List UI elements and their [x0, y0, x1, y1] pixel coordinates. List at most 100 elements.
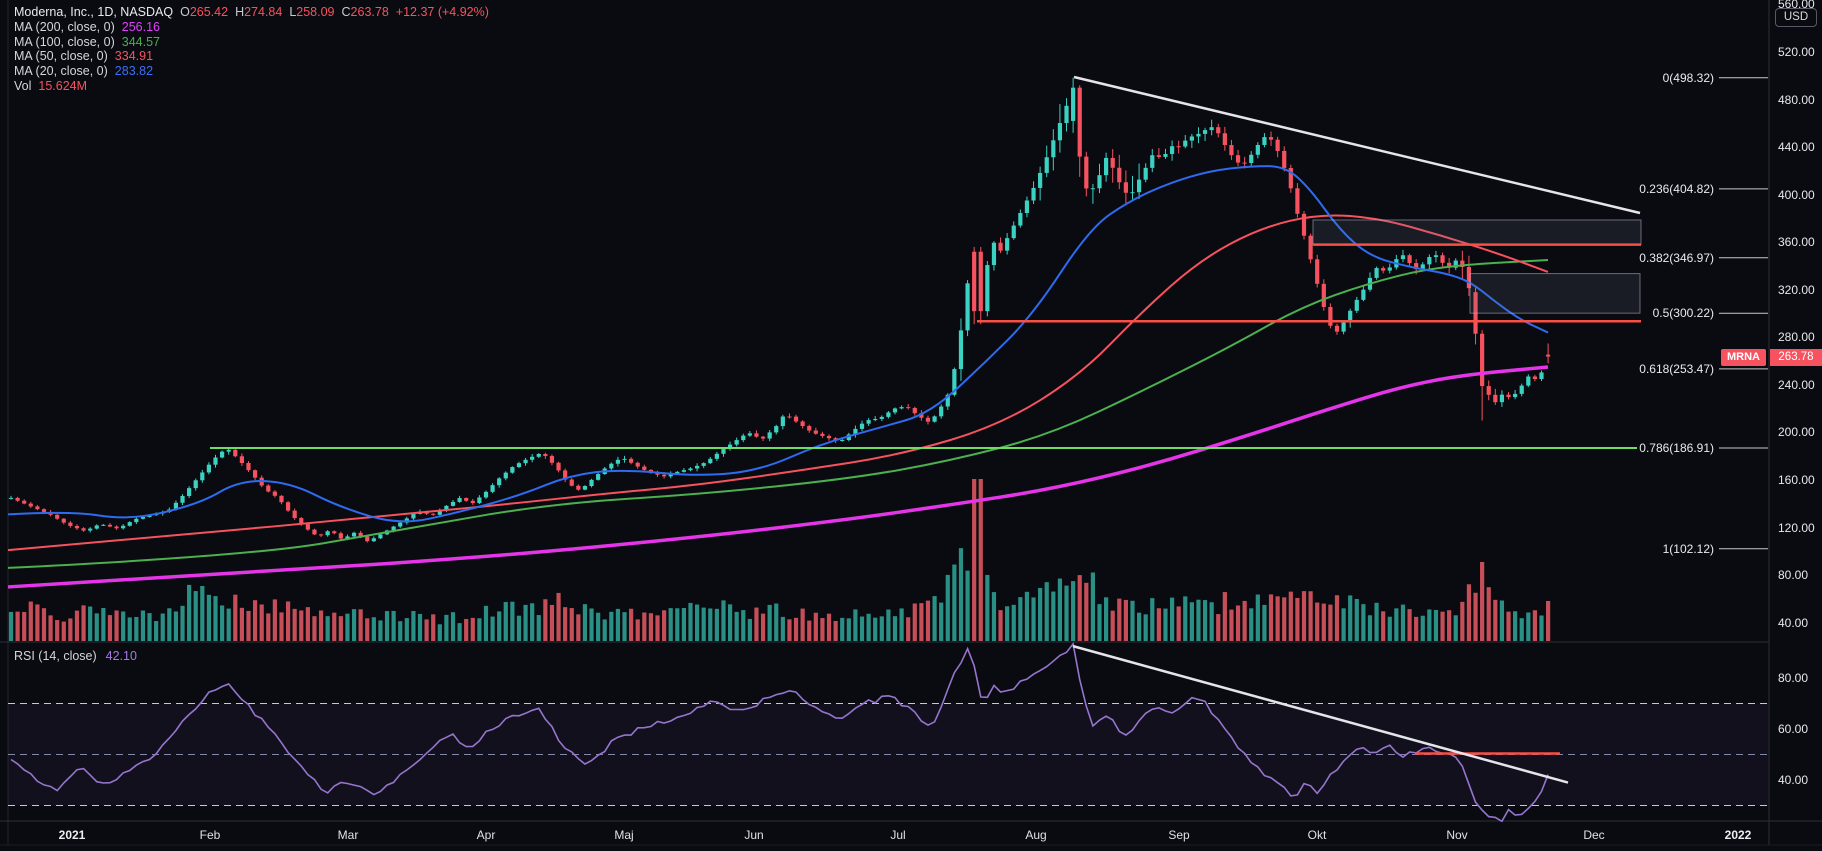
- candle: [28, 503, 33, 507]
- price-trendline[interactable]: [1073, 75, 1641, 215]
- candle: [662, 474, 667, 477]
- volume-bar: [266, 613, 271, 641]
- candle: [899, 407, 904, 409]
- ma100-value: 344.57: [121, 34, 160, 49]
- volume-bar: [140, 610, 146, 641]
- supply-zone-box[interactable]: [1312, 219, 1642, 246]
- volume-bar: [411, 610, 416, 641]
- candle: [1493, 394, 1498, 403]
- volume-bar: [246, 610, 251, 641]
- volume-bar: [582, 604, 588, 641]
- candle: [8, 497, 14, 499]
- volume-bar: [1229, 609, 1234, 641]
- volume-bar: [252, 600, 258, 641]
- volume-bar: [431, 614, 436, 641]
- candle: [285, 502, 291, 511]
- candle: [1077, 87, 1082, 157]
- volume-bar: [1077, 575, 1082, 641]
- volume-bar: [1031, 597, 1036, 641]
- volume-bar: [88, 606, 93, 641]
- candle: [206, 464, 212, 473]
- volume-bar: [305, 607, 310, 641]
- candle: [1433, 255, 1439, 258]
- volume-bar: [173, 611, 179, 641]
- volume-bar: [708, 608, 713, 641]
- volume-bar: [1024, 591, 1030, 641]
- candle: [655, 473, 660, 475]
- volume-bar: [292, 608, 297, 641]
- candle: [932, 416, 937, 422]
- candle: [1341, 322, 1346, 332]
- volume-bar: [1334, 595, 1340, 641]
- volume-bar: [965, 570, 970, 641]
- candle: [477, 497, 482, 504]
- candle: [483, 491, 489, 498]
- ma100-row[interactable]: MA (100, close, 0) 344.57: [14, 34, 160, 49]
- supply-zone-box[interactable]: [1469, 273, 1641, 314]
- rsi-legend-row[interactable]: RSI (14, close) 42.10: [14, 649, 137, 663]
- fib-level-label[interactable]: 0.236(404.82): [1639, 181, 1714, 196]
- price-tick-label: 40.00: [1778, 615, 1809, 630]
- volume-bar: [866, 613, 871, 641]
- rsi-axis[interactable]: 80.00 60.00 40.00: [1769, 0, 1822, 821]
- volume-bar: [892, 616, 898, 641]
- candle: [760, 436, 766, 439]
- candle: [1420, 264, 1425, 270]
- fib-level-label[interactable]: 0.786(186.91): [1639, 440, 1714, 455]
- candle: [635, 462, 640, 467]
- change-value: +12.37 (+4.92%): [395, 5, 489, 19]
- candle: [681, 470, 686, 472]
- volume-bar: [727, 604, 733, 641]
- candle: [576, 485, 581, 490]
- candle: [318, 534, 324, 536]
- price-axis[interactable]: 560.00 520.00 480.00 440.00 400.00 360.00 320.…: [1769, 0, 1822, 821]
- symbol-ohlc-row[interactable]: Moderna, Inc., 1D, NASDAQ O265.42 H274.8…: [14, 5, 489, 20]
- volume-bar: [754, 607, 759, 641]
- candle: [668, 474, 673, 477]
- volume-bar: [576, 614, 581, 641]
- volume-bar: [114, 610, 119, 641]
- volume-bar: [1071, 581, 1076, 641]
- candle: [589, 479, 594, 487]
- volume-bar: [1018, 597, 1023, 641]
- candle: [1071, 87, 1076, 121]
- volume-bar: [1150, 598, 1155, 641]
- time-axis[interactable]: 2021 Feb Mar Apr Maj Jun Jul Aug Sep Okt Nov Dec 202…: [0, 821, 1822, 845]
- fib-level-label[interactable]: 1(102.12): [1662, 541, 1714, 556]
- ma50-value: 334.91: [114, 49, 154, 64]
- candle: [1268, 137, 1274, 140]
- candle: [958, 330, 964, 370]
- fib-level-label[interactable]: 0.5(300.22): [1652, 306, 1714, 321]
- rsi-trendline[interactable]: [1072, 644, 1569, 784]
- candle: [569, 479, 574, 486]
- ma20-row[interactable]: MA (20, close, 0) 283.82: [14, 64, 154, 79]
- candle: [1513, 393, 1518, 398]
- candle: [22, 500, 27, 504]
- volume-bar: [1394, 608, 1399, 641]
- ma50-row[interactable]: MA (50, close, 0) 334.91: [14, 49, 154, 64]
- volume-bar: [681, 608, 686, 641]
- volume-bar: [206, 594, 212, 641]
- candle: [1539, 372, 1544, 380]
- fib-level-label[interactable]: 0.618(253.47): [1639, 361, 1714, 376]
- fib-level-label[interactable]: 0.382(346.97): [1639, 250, 1714, 265]
- candle: [464, 498, 469, 501]
- candle: [200, 472, 205, 481]
- volume-bar: [629, 608, 634, 641]
- price-tick-label: 400.00: [1778, 187, 1815, 202]
- currency-usd-button[interactable]: USD: [1775, 8, 1817, 27]
- volume-bar: [549, 604, 555, 641]
- candle: [859, 423, 865, 429]
- volume-bar: [358, 609, 363, 641]
- volume-bar: [1051, 591, 1056, 641]
- ohlc-high: H274.84: [235, 5, 283, 19]
- volume-bar: [1156, 608, 1161, 641]
- candle: [220, 451, 225, 458]
- volume-row[interactable]: Vol 15.624M: [14, 78, 88, 93]
- volume-bar: [1130, 600, 1135, 641]
- candle: [1440, 255, 1445, 263]
- volume-bar: [688, 602, 693, 641]
- ma200-row[interactable]: MA (200, close, 0) 256.16: [14, 19, 160, 34]
- fib-level-label[interactable]: 0(498.32): [1662, 70, 1714, 85]
